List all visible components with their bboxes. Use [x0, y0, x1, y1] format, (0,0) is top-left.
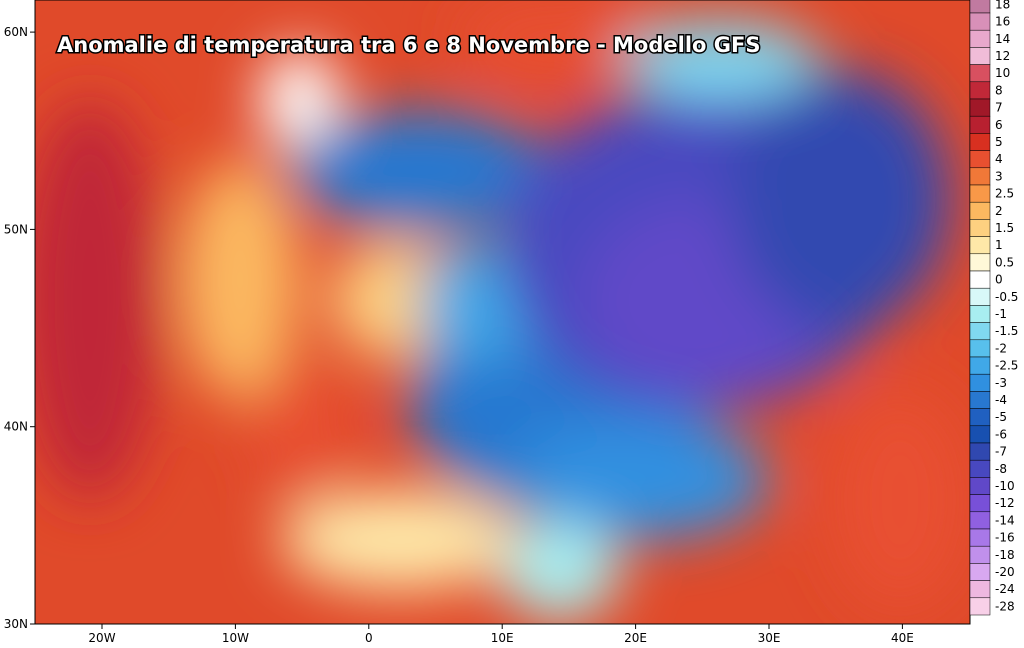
colorbar-label: -2.5 [995, 359, 1018, 373]
colorbar-bin [969, 47, 991, 65]
colorbar-bin [969, 133, 991, 151]
colorbar-bin [969, 356, 991, 375]
colorbar-label: -14 [995, 513, 1015, 527]
colorbar-bin [969, 373, 991, 392]
colorbar-label: -3 [995, 376, 1007, 390]
colorbar-label: 1 [995, 238, 1003, 252]
colorbar-bin [969, 511, 991, 530]
colorbar-label: -28 [995, 599, 1015, 613]
colorbar-label: 6 [995, 118, 1003, 132]
colorbar-label: -10 [995, 479, 1015, 493]
colorbar-label: -8 [995, 462, 1007, 476]
colorbar-bin [969, 408, 991, 427]
colorbar-bin [969, 115, 991, 134]
colorbar-bin [969, 339, 991, 358]
colorbar-label: 2.5 [995, 187, 1014, 201]
colorbar-bin [969, 0, 991, 14]
colorbar-bin [969, 253, 991, 272]
lat-label: 50N [4, 222, 28, 236]
colorbar-bin [969, 219, 991, 237]
colorbar-label: -2 [995, 341, 1007, 355]
colorbar-bin [969, 81, 991, 100]
colorbar-label: -7 [995, 445, 1007, 459]
colorbar-bin [969, 29, 991, 48]
colorbar-label: 10 [995, 66, 1010, 80]
lon-label: 30E [758, 631, 781, 644]
colorbar-label: 7 [995, 101, 1003, 115]
colorbar-label: -1 [995, 307, 1007, 321]
colorbar-label: -24 [995, 582, 1015, 596]
colorbar-bin [969, 477, 991, 495]
colorbar-bin [969, 236, 991, 255]
lat-label: 40N [4, 420, 28, 434]
colorbar-label: 3 [995, 169, 1003, 183]
colorbar-label: -16 [995, 531, 1015, 545]
colorbar-label: -4 [995, 393, 1007, 407]
colorbar-bin [969, 322, 991, 341]
lon-label: 10E [491, 631, 514, 644]
colorbar-label: -6 [995, 427, 1007, 441]
lat-label: 30N [4, 617, 28, 631]
colorbar-label: -18 [995, 548, 1015, 562]
colorbar-label: 16 [995, 15, 1010, 29]
colorbar-bin [969, 545, 991, 564]
map-title: Anomalie di temperatura tra 6 e 8 Novemb… [57, 33, 760, 57]
colorbar-bin [969, 305, 991, 323]
colorbar-label: 4 [995, 152, 1003, 166]
colorbar-label: 0.5 [995, 255, 1014, 269]
colorbar-label: 8 [995, 83, 1003, 97]
colorbar-bin [969, 150, 991, 169]
colorbar-label: -1.5 [995, 324, 1018, 338]
lon-label: 20W [88, 631, 115, 644]
colorbar-bin [969, 287, 991, 306]
colorbar-bin [969, 597, 991, 616]
colorbar-label: -20 [995, 565, 1015, 579]
colorbar-label: 12 [995, 49, 1010, 63]
colorbar-label: 1.5 [995, 221, 1014, 235]
colorbar-bin [969, 167, 991, 186]
colorbar-label: 5 [995, 135, 1003, 149]
anomaly-map [35, 0, 970, 624]
colorbar-bin [969, 64, 991, 83]
colorbar-label: 2 [995, 204, 1003, 218]
lon-label: 10W [222, 631, 249, 644]
colorbar-label: 0 [995, 273, 1003, 287]
lon-label: 0 [365, 631, 373, 644]
colorbar-bin [969, 270, 991, 289]
lat-label: 60N [4, 25, 28, 39]
colorbar-bin [969, 201, 991, 220]
lon-label: 20E [624, 631, 647, 644]
colorbar-bin [969, 459, 991, 478]
colorbar-bin [969, 391, 991, 409]
colorbar-bin [969, 12, 991, 31]
colorbar-label: -5 [995, 410, 1007, 424]
colorbar-label: 18 [995, 0, 1010, 11]
lon-label: 40E [891, 631, 914, 644]
colorbar-label: -12 [995, 496, 1015, 510]
colorbar-bin [969, 563, 991, 581]
colorbar-bin [969, 528, 991, 547]
colorbar-bin [969, 494, 991, 513]
colorbar-bin [969, 184, 991, 203]
colorbar-bin [969, 425, 991, 444]
colorbar-label: 14 [995, 32, 1010, 46]
colorbar-bin [969, 442, 991, 461]
colorbar-bin [969, 98, 991, 117]
colorbar-label: -0.5 [995, 290, 1018, 304]
colorbar-bin [969, 580, 991, 599]
